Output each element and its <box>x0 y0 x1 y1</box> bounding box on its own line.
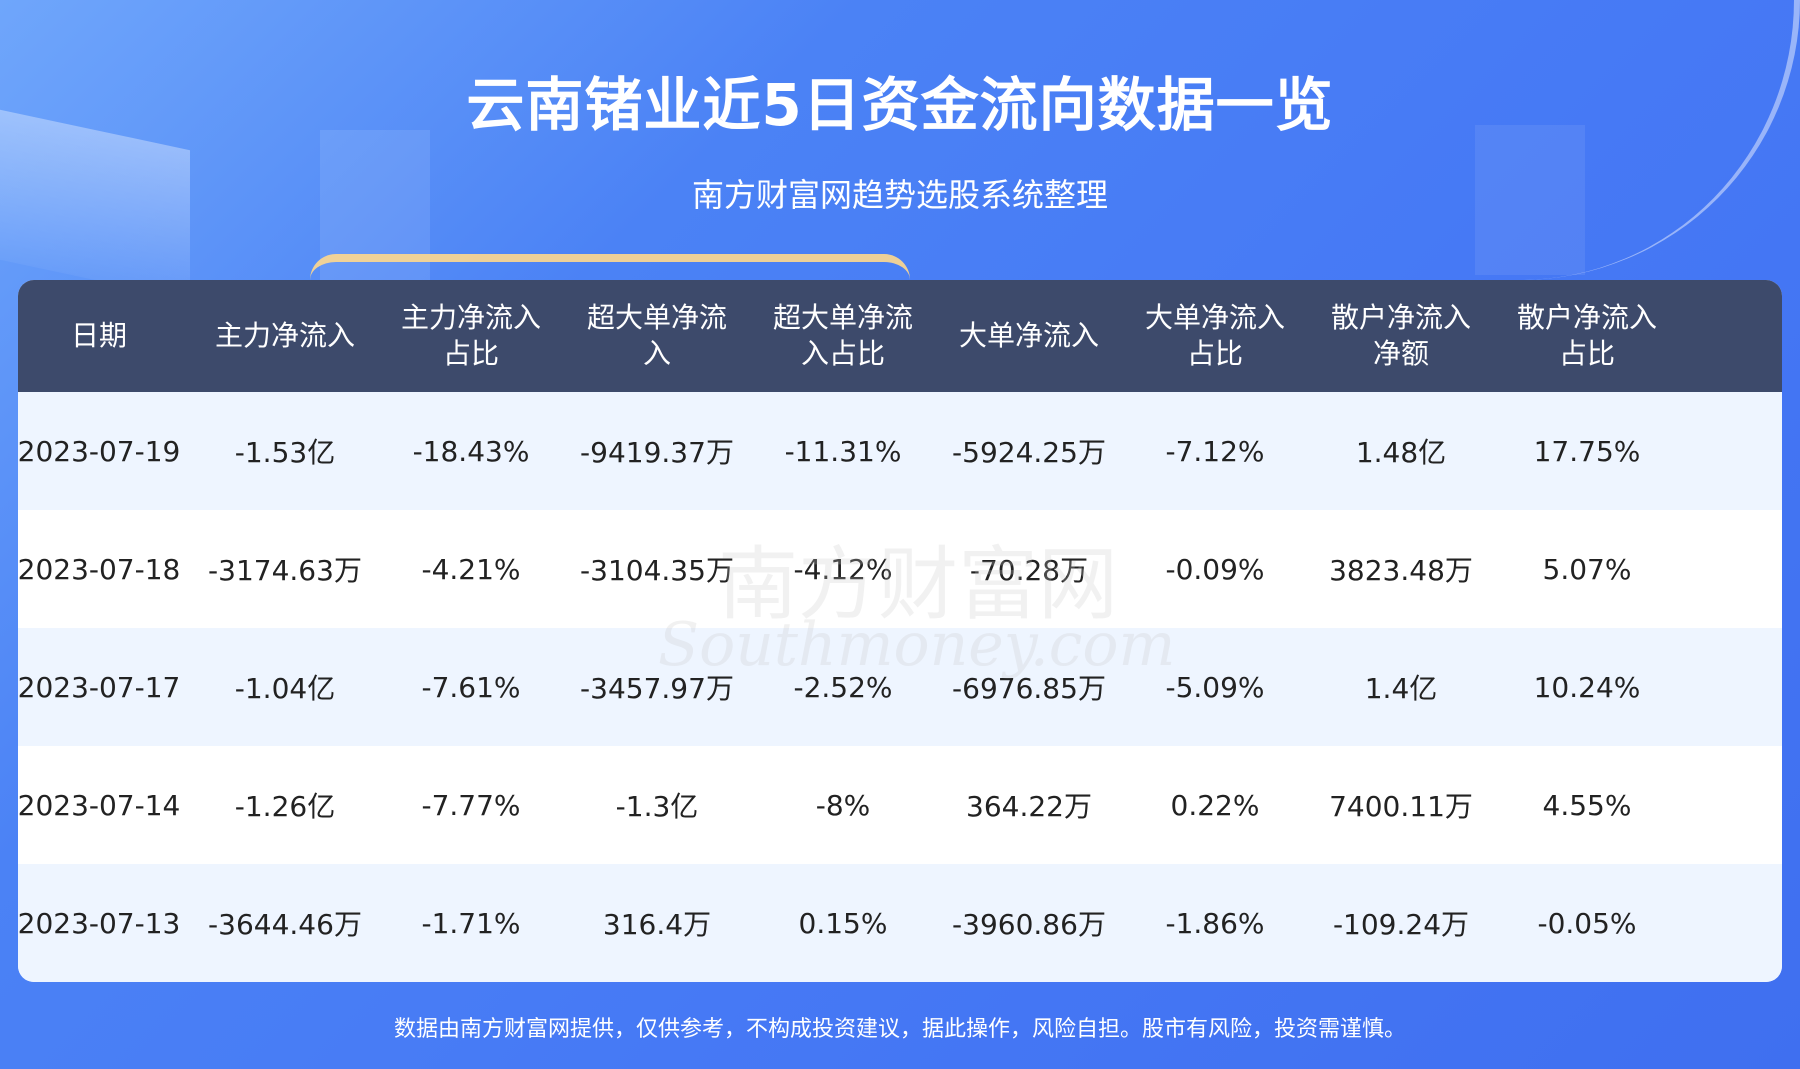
value-cell: 1.4亿 <box>1364 672 1438 705</box>
column-header: 大单净流入 <box>958 319 1099 352</box>
column-header: 日期 <box>70 319 127 352</box>
disclaimer: 数据由南方财富网提供，仅供参考，不构成投资建议，据此操作，风险自担。股市有风险，… <box>393 1017 1406 1042</box>
column-header: 超大单净流 入 <box>586 301 727 370</box>
value-cell: 5.07% <box>1542 552 1632 586</box>
value-cell: -3644.46万 <box>208 908 362 941</box>
value-cell: 0.22% <box>1170 788 1260 822</box>
value-cell: -1.71% <box>421 906 521 940</box>
column-header: 主力净流入 占比 <box>400 301 541 370</box>
column-header: 超大单净流 入占比 <box>772 301 913 370</box>
value-cell: -3104.35万 <box>580 554 734 587</box>
value-cell: -70.28万 <box>969 554 1089 587</box>
value-cell: -18.43% <box>412 434 530 468</box>
table-row: 2023-07-18 -3174.63万 -4.21% -3104.35万 -4.12%… <box>18 510 1782 628</box>
date-cell: 2023-07-17 <box>17 670 181 704</box>
value-cell: 4.55% <box>1542 788 1632 822</box>
table-header: 日期 主力净流入 主力净流入 占比 超大单净流 入超大单净流 入占比 大单净流入 大单净流… <box>18 280 1782 392</box>
column-header: 散户净流入 占比 <box>1516 301 1657 370</box>
table-body: 2023-07-19 -1.53亿 -18.43% -9419.37万 -11.31% -… <box>18 392 1782 982</box>
date-cell: 2023-07-14 <box>17 788 181 822</box>
page-title: 云南锗业近5日资金流向数据一览 <box>466 71 1334 139</box>
column-header: 大单净流入 占比 <box>1144 301 1285 370</box>
value-cell: 364.22万 <box>966 790 1092 823</box>
value-cell: 316.4万 <box>602 908 712 941</box>
table-row: 2023-07-19 -1.53亿 -18.43% -9419.37万 -11.31% -… <box>18 392 1782 510</box>
column-header: 主力净流入 <box>214 319 355 352</box>
value-cell: 7400.11万 <box>1329 790 1473 823</box>
date-cell: 2023-07-19 <box>17 434 181 468</box>
value-cell: 10.24% <box>1533 670 1641 704</box>
value-cell: -1.53亿 <box>234 436 336 469</box>
value-cell: -3457.97万 <box>580 672 734 705</box>
fund-flow-table: 日期 主力净流入 主力净流入 占比 超大单净流 入超大单净流 入占比 大单净流入 大单净流… <box>18 280 1782 982</box>
value-cell: -4.21% <box>421 552 521 586</box>
value-cell: -11.31% <box>784 434 902 468</box>
value-cell: -4.12% <box>793 552 893 586</box>
decor-arc <box>310 254 910 280</box>
value-cell: -2.52% <box>793 670 893 704</box>
date-cell: 2023-07-18 <box>17 552 181 586</box>
value-cell: -7.61% <box>421 670 521 704</box>
table-row: 2023-07-14 -1.26亿 -7.77% -1.3亿 -8% 364.22万 0.2… <box>18 746 1782 864</box>
value-cell: 0.15% <box>798 906 888 940</box>
table-row: 2023-07-17 -1.04亿 -7.61% -3457.97万 -2.52% -69… <box>18 628 1782 746</box>
value-cell: -1.3亿 <box>615 790 699 823</box>
value-cell: -5.09% <box>1165 670 1265 704</box>
value-cell: -1.86% <box>1165 906 1265 940</box>
value-cell: -7.12% <box>1165 434 1265 468</box>
value-cell: -3960.86万 <box>952 908 1106 941</box>
value-cell: -0.05% <box>1537 906 1637 940</box>
date-cell: 2023-07-13 <box>17 906 181 940</box>
table-row: 2023-07-13 -3644.46万 -1.71% 316.4万 0.15% -396… <box>18 864 1782 982</box>
value-cell: 3823.48万 <box>1329 554 1473 587</box>
column-header: 散户净流入 净额 <box>1330 301 1471 370</box>
value-cell: -109.24万 <box>1332 908 1470 941</box>
page-subtitle: 南方财富网趋势选股系统整理 <box>691 176 1108 214</box>
value-cell: -7.77% <box>421 788 521 822</box>
value-cell: -5924.25万 <box>952 436 1106 469</box>
value-cell: 17.75% <box>1533 434 1641 468</box>
value-cell: -1.26亿 <box>234 790 336 823</box>
value-cell: -1.04亿 <box>234 672 336 705</box>
value-cell: 1.48亿 <box>1355 436 1447 469</box>
value-cell: -8% <box>815 788 871 822</box>
value-cell: -9419.37万 <box>580 436 734 469</box>
value-cell: -3174.63万 <box>208 554 362 587</box>
value-cell: -6976.85万 <box>952 672 1106 705</box>
value-cell: -0.09% <box>1165 552 1265 586</box>
